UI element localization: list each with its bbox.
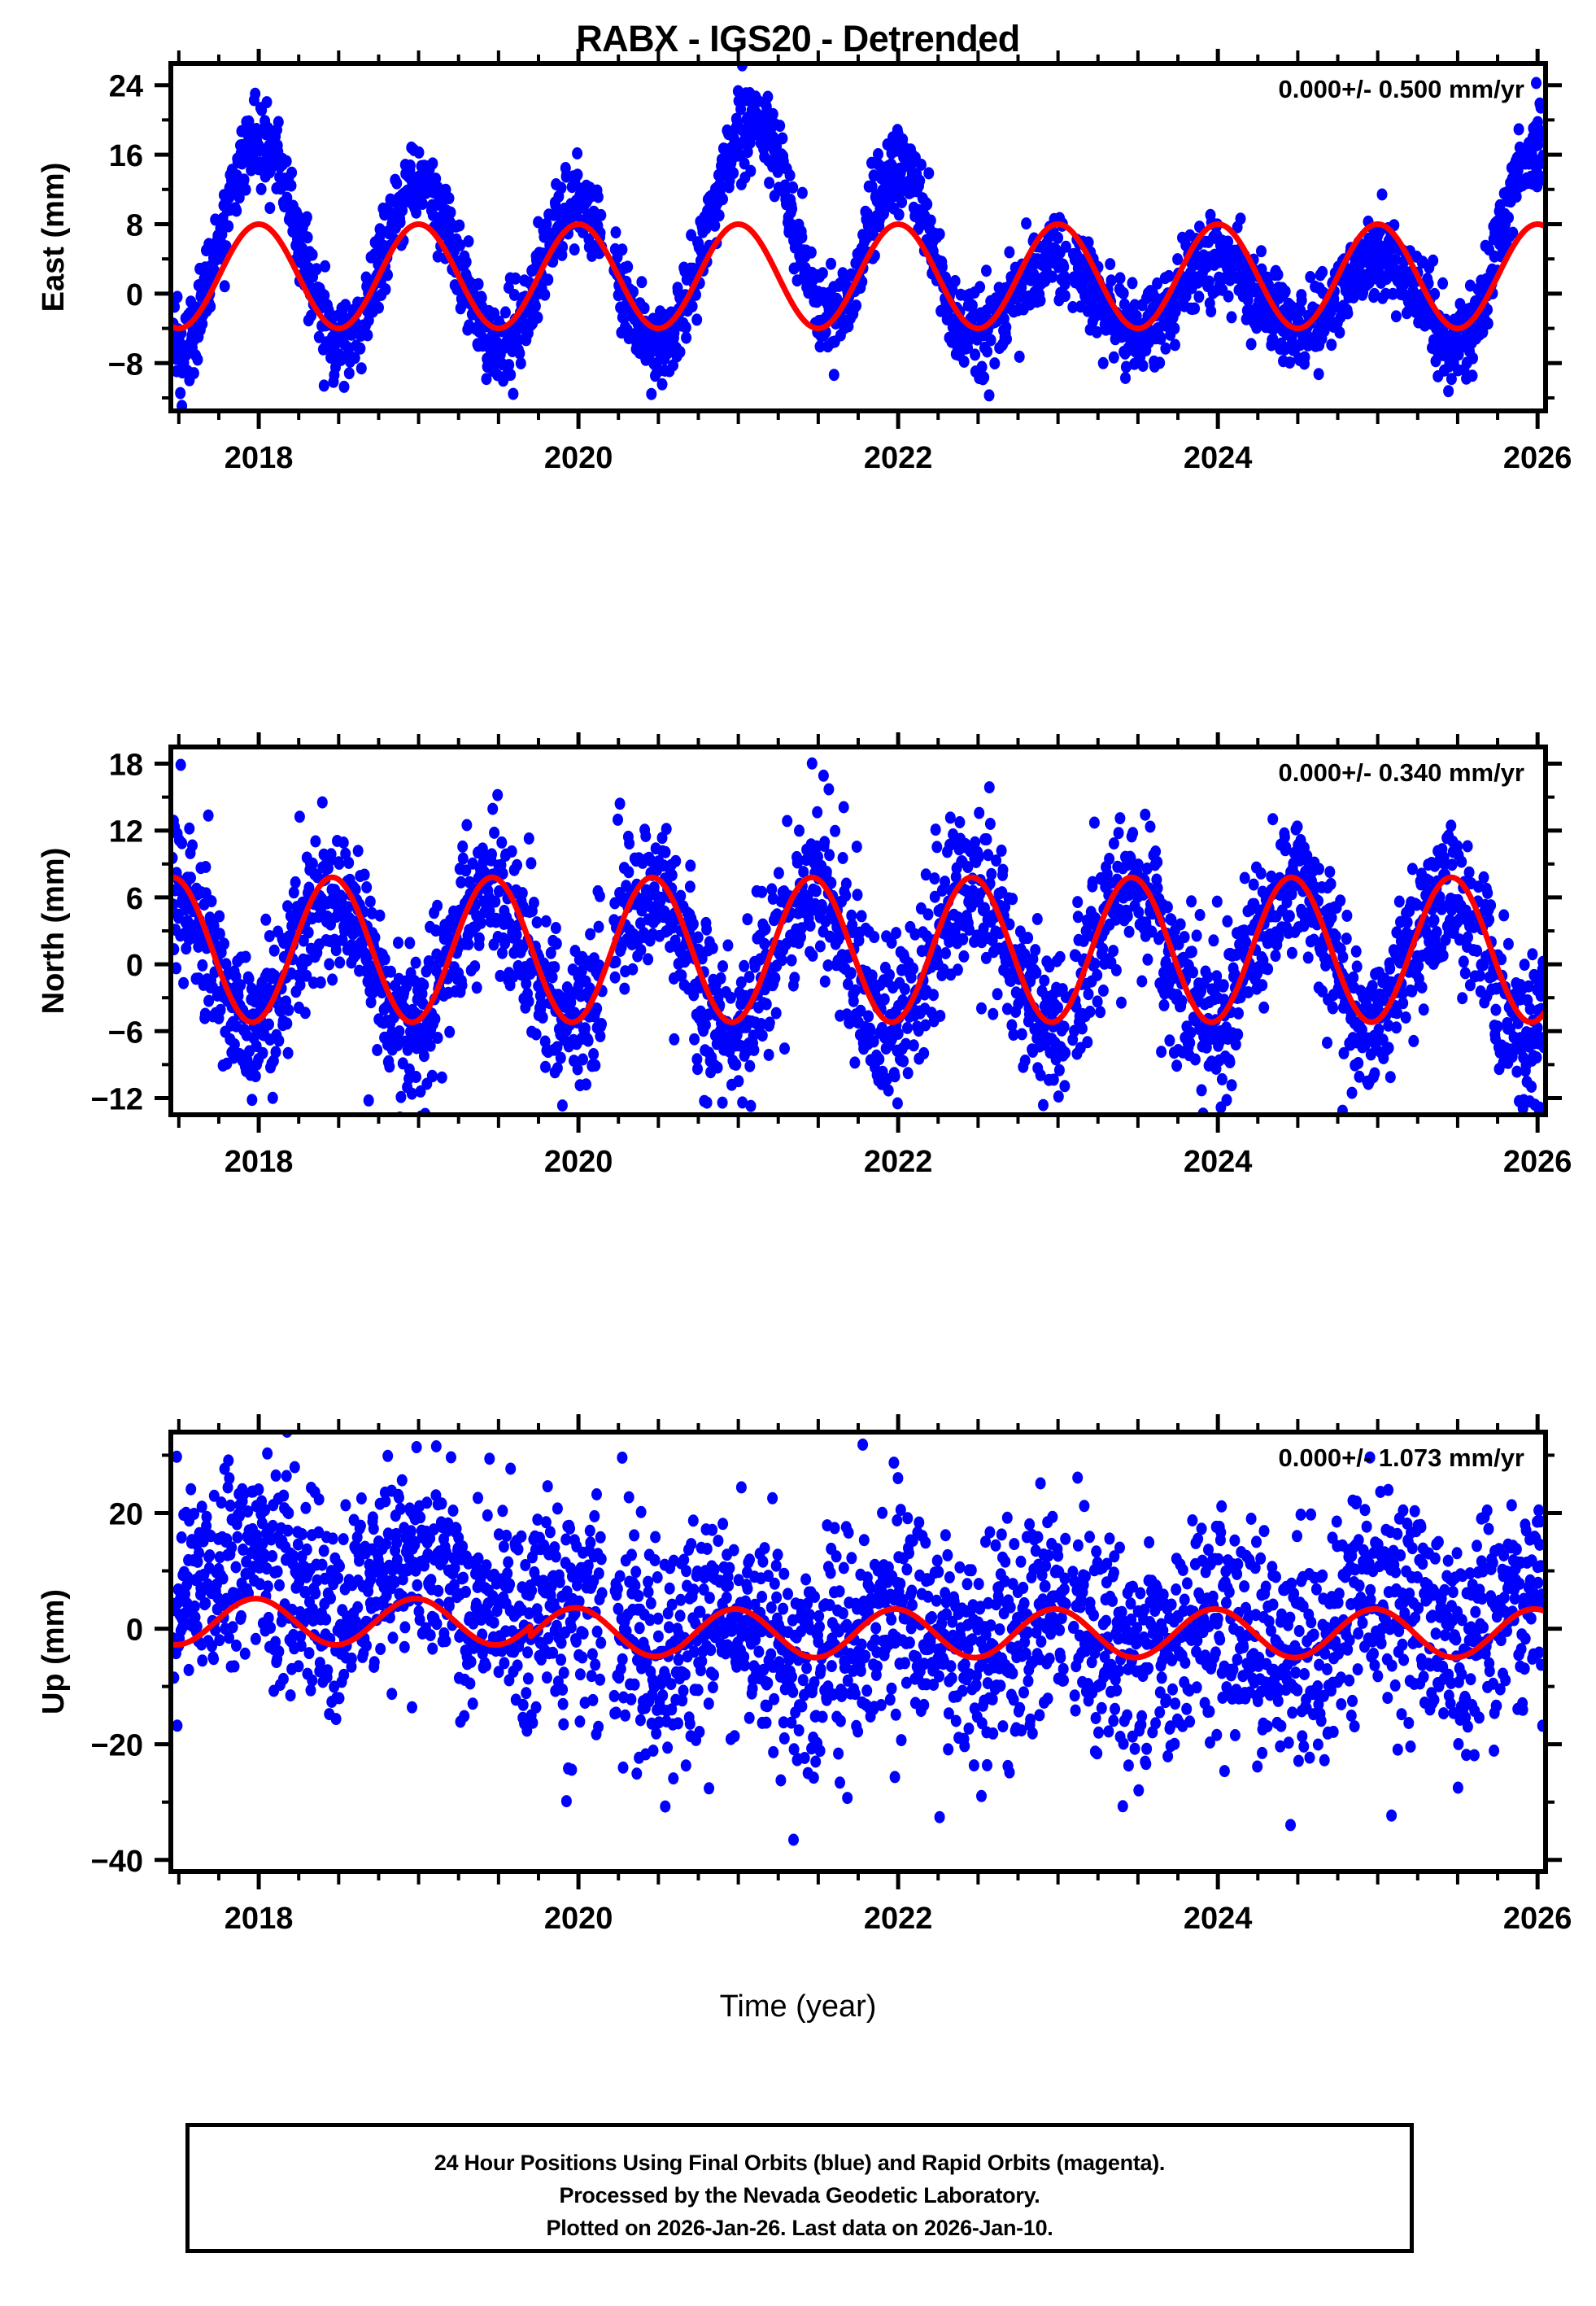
rate-annotation: 0.000+/- 0.340 mm/yr [1279, 758, 1524, 787]
x-tick-label: 2018 [225, 1902, 294, 1936]
panel-up: −40 −20 0 20 2018 2020 2022 2024 2026 0.000+/- 1.… [0, 1391, 1596, 2026]
footer-line-1: 24 Hour Positions Using Final Orbits (bl… [434, 2151, 1166, 2175]
rate-annotation: 0.000+/- 0.500 mm/yr [1279, 75, 1524, 103]
y-tick-label: 8 [126, 208, 143, 242]
y-tick-label: −8 [108, 347, 143, 382]
x-tick-label: 2024 [1184, 441, 1253, 475]
x-axis-title: Time (year) [719, 1989, 877, 2024]
y-tick-label: 0 [126, 949, 143, 983]
x-tick-label: 2020 [544, 441, 613, 475]
x-tick-label: 2018 [225, 1145, 294, 1179]
x-tick-label: 2020 [544, 1902, 613, 1936]
up-plot-svg: −40 −20 0 20 2018 2020 2022 2024 2026 0.000+/- 1.… [37, 1414, 1572, 1936]
x-tick-label: 2022 [864, 441, 933, 475]
panel-north: −12 −6 0 6 12 18 2018 2020 2022 2024 2026 0.000+/- … [0, 732, 1596, 1383]
footer-line-3: Plotted on 2026-Jan-26. Last data on 202… [546, 2216, 1053, 2240]
y-tick-label: 18 [109, 749, 143, 783]
x-tick-label: 2022 [864, 1902, 933, 1936]
y-tick-label: −20 [91, 1729, 143, 1763]
y-tick-label: −12 [91, 1082, 143, 1116]
north-plot-svg: −12 −6 0 6 12 18 2018 2020 2022 2024 2026 0.000+/- … [37, 732, 1572, 1179]
y-tick-label: 0 [126, 1614, 143, 1648]
x-tick-label: 2024 [1184, 1145, 1253, 1179]
footer-line-2: Processed by the Nevada Geodetic Laborat… [559, 2183, 1040, 2208]
y-axis-title: North (mm) [37, 848, 71, 1015]
y-tick-label: 12 [109, 815, 143, 849]
x-tick-label: 2026 [1503, 441, 1572, 475]
y-tick-label: 0 [126, 278, 143, 312]
rate-annotation: 0.000+/- 1.073 mm/yr [1279, 1443, 1524, 1472]
y-tick-label: 6 [126, 882, 143, 916]
x-tick-label: 2026 [1503, 1902, 1572, 1936]
y-tick-label: −6 [108, 1015, 143, 1050]
x-tick-label: 2020 [544, 1145, 613, 1179]
page-title: RABX - IGS20 - Detrended [576, 18, 1020, 59]
panel-east: −8 0 8 16 24 2018 2020 2022 2024 2026 0.000+/- 0.5… [0, 49, 1596, 684]
x-tick-label: 2026 [1503, 1145, 1572, 1179]
y-tick-label: 16 [109, 139, 143, 173]
x-tick-label: 2018 [225, 441, 294, 475]
x-tick-label: 2022 [864, 1145, 933, 1179]
y-tick-label: 24 [109, 70, 143, 104]
east-plot-svg: −8 0 8 16 24 2018 2020 2022 2024 2026 0.000+/- 0.5… [37, 49, 1572, 475]
y-tick-label: 20 [109, 1497, 143, 1531]
x-tick-label: 2024 [1184, 1902, 1253, 1936]
y-axis-title: East (mm) [37, 163, 71, 312]
y-axis-title: Up (mm) [37, 1589, 71, 1714]
footer-caption-box: 24 Hour Positions Using Final Orbits (bl… [185, 2123, 1414, 2253]
y-tick-label: −40 [91, 1845, 143, 1879]
